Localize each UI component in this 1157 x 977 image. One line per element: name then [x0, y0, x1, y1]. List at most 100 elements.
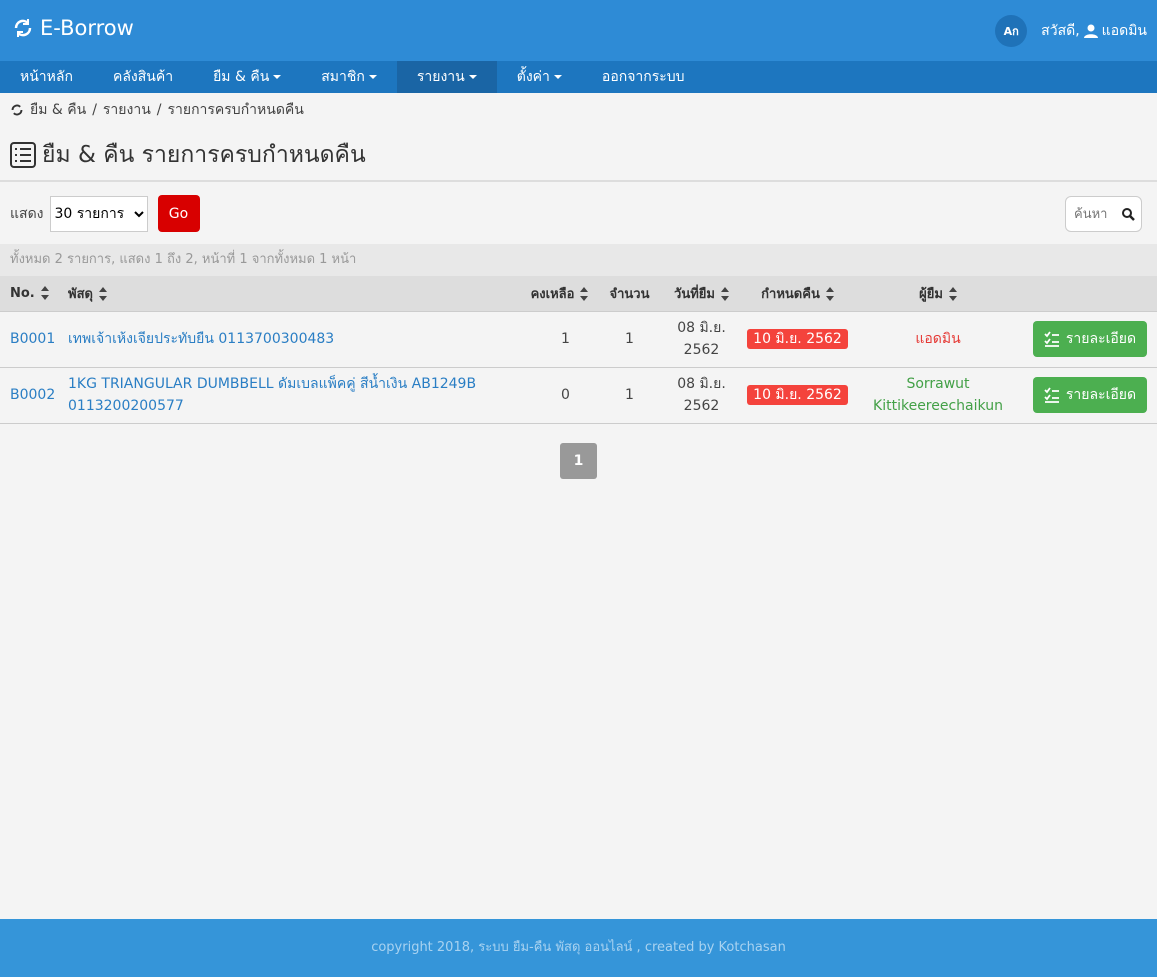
checklist-icon	[1044, 331, 1059, 347]
item-name[interactable]: เทพเจ้าเห้งเจียประทับยืน 0113700300483	[68, 331, 335, 347]
remaining: 0	[561, 387, 570, 403]
column-header[interactable]: กำหนดคืน	[744, 276, 852, 312]
breadcrumb-item[interactable]: รายงาน	[102, 102, 151, 118]
column-label: คงเหลือ	[530, 286, 575, 302]
nav-label: ยืม & คืน	[213, 69, 270, 85]
due-date: 10 มิ.ย. 2562	[747, 385, 848, 405]
column-header[interactable]: วันที่ยืม	[660, 276, 744, 312]
brand[interactable]: E-Borrow	[12, 16, 134, 40]
divider	[0, 180, 1157, 182]
detail-label: รายละเอียด	[1065, 331, 1137, 347]
user-area: Aก สวัสดี, แอดมิน	[995, 15, 1147, 47]
column-header[interactable]: พัสดุ	[58, 276, 520, 312]
nav-item[interactable]: ยืม & คืน	[193, 61, 301, 93]
table-body: B0001 เทพเจ้าเห้งเจียประทับยืน 0113700300…	[0, 311, 1157, 424]
borrower: แอดมิน	[915, 331, 961, 347]
column-label: No.	[10, 285, 35, 301]
caret	[553, 75, 562, 79]
breadcrumb-item[interactable]: รายการครบกำหนดคืน	[167, 102, 304, 118]
checklist-icon	[1044, 387, 1059, 403]
detail-label: รายละเอียด	[1065, 387, 1137, 403]
caret	[273, 75, 282, 79]
summary: ทั้งหมด 2 รายการ, แสดง 1 ถึง 2, หน้าที่ …	[0, 244, 1157, 276]
item-no[interactable]: B0001	[10, 331, 56, 347]
sort-icon[interactable]	[40, 286, 49, 301]
column-label: ผู้ยืม	[919, 286, 943, 302]
language-button[interactable]: Aก	[995, 15, 1028, 47]
borrower: Sorrawut Kittikeereechaikun	[873, 376, 1003, 414]
nav-item[interactable]: ออกจากระบบ	[582, 61, 705, 93]
detail-button[interactable]: รายละเอียด	[1033, 377, 1147, 413]
column-label: พัสดุ	[68, 286, 93, 302]
breadcrumb-separator: /	[92, 102, 97, 118]
user-name: แอดมิน	[1101, 23, 1147, 39]
detail-button[interactable]: รายละเอียด	[1033, 321, 1147, 357]
sort-icon[interactable]	[825, 287, 834, 302]
column-header: จำนวน	[600, 276, 660, 312]
cell-due-date: 10 มิ.ย. 2562	[744, 311, 852, 368]
quantity: 1	[625, 331, 634, 347]
nav-bar: หน้าหลัก คลังสินค้า ยืม & คืน สมาชิก รายงาน ต…	[0, 61, 1157, 93]
nav-item[interactable]: คลังสินค้า	[93, 61, 193, 93]
sort-icon[interactable]	[948, 287, 957, 302]
column-header[interactable]: No.	[0, 276, 58, 312]
cell-quantity: 1	[600, 367, 660, 424]
cell-no: B0001	[0, 311, 58, 368]
borrow-date: 08 มิ.ย. 2562	[677, 320, 726, 358]
nav-item[interactable]: สมาชิก	[301, 61, 397, 93]
quantity: 1	[625, 387, 634, 403]
search-icon[interactable]	[1122, 207, 1135, 221]
brand-icon	[14, 19, 32, 37]
user-icon	[1083, 24, 1098, 38]
header: E-Borrow Aก สวัสดี, แอดมิน	[0, 0, 1157, 61]
table-row: B0002 1KG TRIANGULAR DUMBBELL ดัมเบลแพ็คค…	[0, 367, 1157, 424]
search-input[interactable]	[1072, 205, 1122, 223]
cell-action: รายละเอียด	[1025, 311, 1157, 368]
cell-no: B0002	[0, 367, 58, 424]
nav-label: สมาชิก	[321, 69, 365, 85]
page-button[interactable]: 1	[560, 443, 597, 479]
breadcrumb-item[interactable]: ยืม & คืน	[30, 102, 87, 118]
nav-label: คลังสินค้า	[112, 69, 174, 85]
cell-borrow-date: 08 มิ.ย. 2562	[660, 311, 744, 368]
table-row: B0001 เทพเจ้าเห้งเจียประทับยืน 0113700300…	[0, 311, 1157, 368]
remaining: 1	[561, 331, 570, 347]
sort-icon[interactable]	[720, 287, 729, 302]
nav-item[interactable]: รายงาน	[396, 61, 497, 93]
page-size-select[interactable]: 30 รายการ	[49, 195, 148, 232]
search-box	[1065, 196, 1142, 232]
title-text: ยืม & คืน รายการครบกำหนดคืน	[42, 142, 366, 168]
nav-item[interactable]: หน้าหลัก	[0, 61, 93, 93]
nav-label: ตั้งค่า	[516, 69, 550, 85]
data-table: No. พัสดุ คงเหลือ จำนวน วันที่ยืม กำหนดคืน ผู้…	[0, 276, 1157, 424]
cell-quantity: 1	[600, 311, 660, 368]
column-header	[1025, 276, 1157, 312]
item-no[interactable]: B0002	[10, 387, 56, 403]
nav-label: รายงาน	[416, 69, 465, 85]
cell-action: รายละเอียด	[1025, 367, 1157, 424]
item-name[interactable]: 1KG TRIANGULAR DUMBBELL ดัมเบลแพ็คคู่ สี…	[68, 376, 477, 414]
nav-item[interactable]: ตั้งค่า	[497, 61, 582, 93]
caret	[468, 75, 477, 79]
header-row: No. พัสดุ คงเหลือ จำนวน วันที่ยืม กำหนดคืน ผู้…	[0, 276, 1157, 312]
sort-icon[interactable]	[98, 287, 107, 302]
brand-text: E-Borrow	[40, 16, 134, 40]
cell-borrower: แอดมิน	[852, 311, 1025, 368]
column-header[interactable]: ผู้ยืม	[852, 276, 1025, 312]
sort-icon[interactable]	[580, 287, 589, 302]
user-menu[interactable]: แอดมิน	[1083, 20, 1147, 42]
toolbar: แสดง 30 รายการ Go	[10, 195, 200, 232]
nav-label: ออกจากระบบ	[601, 69, 685, 85]
list-icon	[10, 142, 36, 168]
greeting: สวัสดี,	[1041, 23, 1080, 39]
breadcrumb-separator: /	[156, 102, 162, 118]
page-title: ยืม & คืน รายการครบกำหนดคืน	[10, 137, 366, 173]
go-button[interactable]: Go	[157, 195, 200, 232]
borrow-date: 08 มิ.ย. 2562	[677, 376, 726, 414]
column-header[interactable]: คงเหลือ	[520, 276, 600, 312]
cell-borrower: Sorrawut Kittikeereechaikun	[852, 367, 1025, 424]
cell-due-date: 10 มิ.ย. 2562	[744, 367, 852, 424]
column-label: จำนวน	[609, 286, 650, 302]
cell-remaining: 0	[520, 367, 600, 424]
